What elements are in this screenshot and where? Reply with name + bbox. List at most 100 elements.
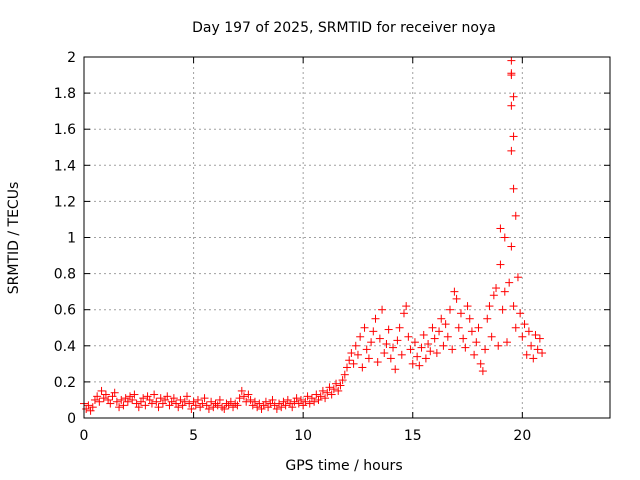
- y-tick-label: 0.2: [54, 375, 76, 391]
- data-point: [500, 233, 509, 242]
- data-point: [281, 401, 290, 410]
- data-point: [222, 399, 231, 408]
- data-point: [356, 332, 365, 341]
- data-point: [524, 327, 533, 336]
- data-point: [198, 399, 207, 408]
- data-point: [358, 363, 367, 372]
- data-point: [288, 403, 297, 412]
- y-tick-label: 1.2: [54, 194, 76, 210]
- grid-lines: [84, 57, 610, 418]
- data-point: [229, 403, 238, 412]
- data-point: [397, 350, 406, 359]
- data-point: [494, 341, 503, 350]
- data-point: [104, 395, 113, 404]
- data-point: [115, 403, 124, 412]
- data-point: [117, 395, 126, 404]
- data-point: [183, 392, 192, 401]
- data-point: [391, 365, 400, 374]
- x-tick-label: 5: [189, 428, 198, 444]
- data-point: [187, 404, 196, 413]
- x-tick-label: 10: [294, 428, 312, 444]
- data-point: [233, 401, 242, 410]
- data-point: [235, 394, 244, 403]
- data-points: [80, 56, 547, 415]
- data-point: [463, 302, 472, 311]
- data-point: [489, 291, 498, 300]
- y-tick-label: 1: [67, 231, 76, 247]
- data-point: [163, 392, 172, 401]
- data-point: [86, 406, 95, 415]
- data-point: [141, 401, 150, 410]
- data-point: [432, 349, 441, 358]
- y-tick-label: 1.6: [54, 122, 76, 138]
- data-point: [277, 403, 286, 412]
- data-point: [88, 403, 97, 412]
- x-tick-label: 20: [513, 428, 531, 444]
- data-point: [500, 287, 509, 296]
- data-point: [128, 395, 137, 404]
- data-point: [419, 330, 428, 339]
- data-point: [253, 403, 262, 412]
- data-point: [467, 327, 476, 336]
- y-tick-label: 1.8: [54, 86, 76, 102]
- data-point: [200, 394, 209, 403]
- data-point: [531, 330, 540, 339]
- data-point: [380, 349, 389, 358]
- data-point: [132, 399, 141, 408]
- data-point: [250, 397, 259, 406]
- data-point: [502, 338, 511, 347]
- data-point: [286, 399, 295, 408]
- data-point: [507, 242, 516, 251]
- data-point: [207, 397, 216, 406]
- data-point: [246, 395, 255, 404]
- data-point: [428, 323, 437, 332]
- data-point: [509, 92, 518, 101]
- data-point: [218, 403, 227, 412]
- data-point: [321, 394, 330, 403]
- x-tick-label: 15: [404, 428, 422, 444]
- data-point: [209, 403, 218, 412]
- data-point: [533, 345, 542, 354]
- data-point: [147, 399, 156, 408]
- data-point: [386, 354, 395, 363]
- y-axis-label: SRMTID / TECUs: [6, 182, 22, 295]
- data-point: [204, 404, 213, 413]
- data-point: [413, 352, 422, 361]
- data-point: [507, 71, 516, 80]
- data-point: [158, 399, 167, 408]
- data-point: [454, 323, 463, 332]
- data-point: [481, 345, 490, 354]
- data-point: [509, 132, 518, 141]
- data-point: [156, 394, 165, 403]
- data-point: [119, 401, 128, 410]
- data-point: [268, 395, 277, 404]
- data-point: [145, 395, 154, 404]
- data-point: [292, 394, 301, 403]
- data-point: [393, 336, 402, 345]
- data-point: [196, 403, 205, 412]
- axis-ticks: 00.20.40.60.811.21.41.61.820 5 10 15 20: [54, 50, 610, 444]
- data-point: [189, 397, 198, 406]
- data-point: [261, 397, 270, 406]
- data-point: [378, 305, 387, 314]
- data-point: [84, 401, 93, 410]
- data-point: [446, 305, 455, 314]
- data-point: [353, 350, 362, 359]
- data-point: [121, 394, 130, 403]
- data-point: [415, 361, 424, 370]
- data-point: [244, 390, 253, 399]
- data-point: [439, 341, 448, 350]
- data-point: [347, 349, 356, 358]
- data-point: [395, 323, 404, 332]
- data-point: [296, 395, 305, 404]
- data-point: [211, 399, 220, 408]
- data-point: [167, 397, 176, 406]
- data-point: [165, 401, 174, 410]
- data-point: [174, 403, 183, 412]
- data-point: [213, 401, 222, 410]
- data-point: [505, 278, 514, 287]
- data-point: [237, 386, 246, 395]
- data-point: [99, 394, 108, 403]
- data-point: [279, 397, 288, 406]
- y-tick-label: 2: [67, 50, 76, 66]
